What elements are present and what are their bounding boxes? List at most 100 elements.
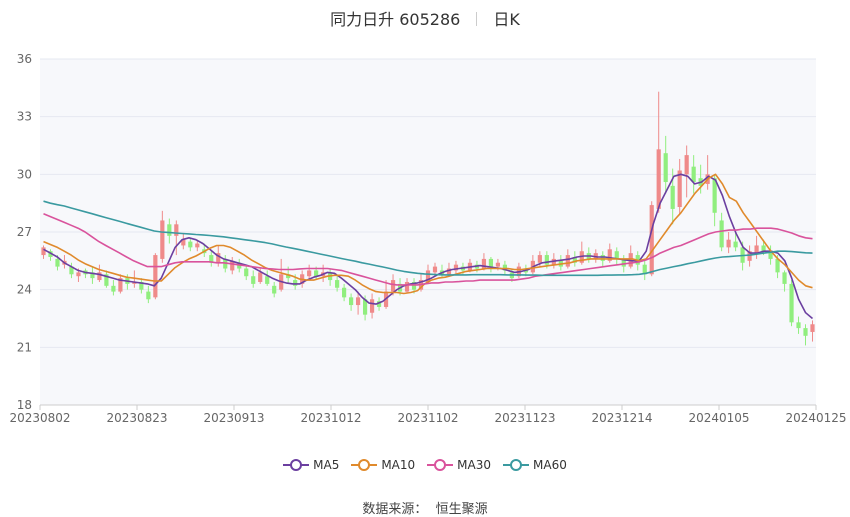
y-tick-label: 24 [17,283,32,297]
candle [446,262,452,277]
candle-body [789,283,794,323]
x-tick-label: 20231102 [397,411,458,425]
candle-body [453,264,459,271]
candle-body [307,270,312,277]
candle-body [286,274,291,279]
candle [132,270,137,288]
candle-body [404,281,410,292]
candle-body [216,253,221,263]
candle [139,278,144,294]
candle-body [355,297,361,306]
candle-body [572,256,577,263]
candle [48,249,53,261]
legend: MA5 MA10 MA30 MA60 [0,458,850,475]
candle-body [649,205,654,275]
candle-body [41,247,46,256]
candle-body [502,264,507,271]
candle-body [446,268,452,275]
candle-body [153,255,158,298]
candle-body [209,255,214,263]
candle-body [251,276,256,284]
candle [265,270,270,286]
candle [747,245,752,267]
candle [174,220,179,256]
candle-body [118,278,123,292]
candle [153,253,158,300]
candle [691,155,696,194]
candle [230,256,235,275]
candle-body [782,272,787,284]
ma30-line [43,212,813,286]
candle-body [768,251,773,259]
candle [307,264,312,281]
y-tick-label: 30 [17,167,32,181]
candle-body [244,268,249,277]
candle [810,320,815,342]
legend-item-ma30[interactable]: MA30 [427,458,491,472]
candle-body [775,258,780,273]
candle-body [642,264,647,275]
moving-average-lines [43,173,814,320]
candle-body [607,249,612,261]
candle [572,251,577,267]
candle-body [656,149,661,209]
candle [342,283,347,302]
candle-body [104,274,109,286]
candle-body [146,291,151,300]
candle-body [614,251,619,259]
candle [376,297,382,311]
candle-body [677,170,682,208]
y-tick-label: 18 [17,398,32,412]
candle-body [167,224,172,236]
candle-body [754,245,759,254]
legend-label: MA10 [381,458,416,472]
candle [663,135,668,194]
legend-item-ma10[interactable]: MA10 [351,458,415,472]
candle-body [726,239,731,248]
legend-marker-icon [427,458,454,472]
legend-item-ma5[interactable]: MA5 [283,458,339,472]
candle-body [132,281,137,284]
candle-body [272,285,277,294]
legend-marker-icon [503,458,530,472]
candle [111,280,116,296]
candle-body [488,258,494,267]
candle [272,281,277,298]
y-tick-label: 27 [17,225,32,239]
candle [789,280,794,327]
legend-label: MA60 [533,458,567,472]
ma5-line [43,173,814,320]
candle-body [362,299,368,315]
candle-body [803,328,808,336]
ma60-line [43,200,813,277]
candle [726,232,731,254]
candle-body [335,280,340,288]
candle [195,239,200,252]
candle-body [712,178,717,213]
candle-body [810,324,815,332]
candle-body [342,287,347,298]
legend-marker-icon [351,458,378,472]
candle-body [181,239,186,246]
title-separator [476,12,478,26]
candle-body [258,272,263,282]
y-tick-label: 21 [17,340,32,354]
candle-body [733,241,738,248]
candle-body [188,241,193,248]
candle-body [495,262,501,267]
candle [41,245,46,259]
x-tick-label: 20231214 [591,411,652,425]
x-tick-label: 20231012 [300,411,361,425]
candle [768,245,773,265]
candle-body [670,185,675,209]
candle [803,324,808,346]
legend-item-ma60[interactable]: MA60 [503,458,567,472]
candle [782,270,787,292]
candle [118,274,123,294]
candle [796,316,801,334]
candle-body [265,276,270,284]
candle [712,174,717,227]
candle [502,260,507,275]
candle-body [621,258,626,267]
